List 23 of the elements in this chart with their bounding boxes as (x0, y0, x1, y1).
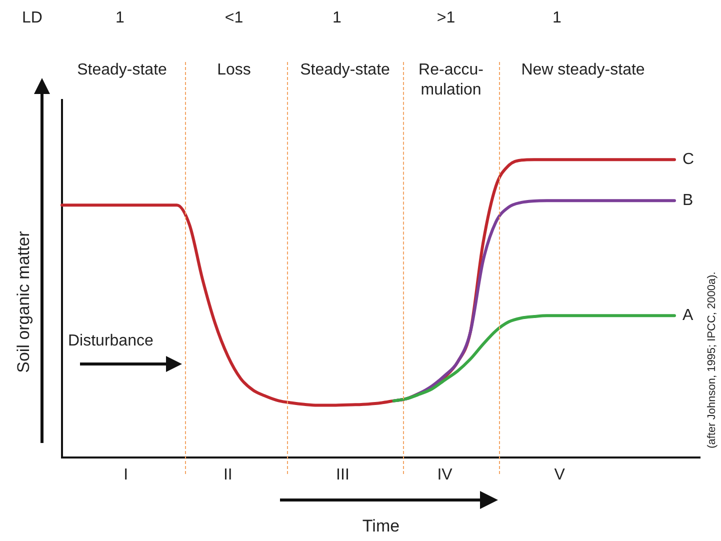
x-axis-title: Time (362, 516, 400, 536)
text: <1 (224, 9, 244, 26)
x-tick-label: III (336, 466, 350, 484)
text: 1 (552, 9, 562, 26)
x-tick-label: I (124, 466, 128, 484)
x-tick-label: II (223, 466, 232, 484)
text: 1 (116, 9, 125, 26)
text: New steady-state (521, 61, 645, 78)
text: 1 (332, 9, 342, 26)
text: (after Johnson, 1995; IPCC, 2000a). (706, 272, 718, 448)
x-tick-label: V (554, 466, 566, 484)
series-label: C (682, 150, 694, 168)
text: Loss (217, 61, 251, 78)
x-tick-label: IV (437, 466, 453, 484)
text: Steady-state (300, 61, 390, 78)
text: >1 (436, 9, 456, 26)
y-axis-title: Soil organic matter (14, 230, 34, 375)
text: LD (22, 9, 42, 26)
annotation: Disturbance (68, 332, 154, 350)
text: Steady-state (77, 61, 168, 78)
series-label: A (682, 307, 694, 324)
series-label: B (682, 192, 694, 210)
text: Re-accu-mulation (418, 61, 484, 98)
